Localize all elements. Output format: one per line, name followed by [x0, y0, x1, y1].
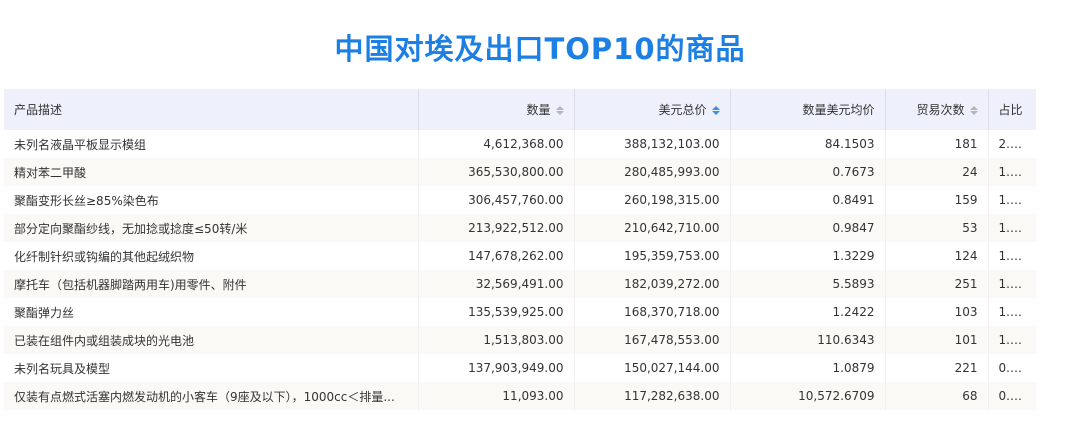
cell-avg-usd-price: 110.6343 [730, 326, 886, 354]
cell-product-description: 聚酯弹力丝 [4, 298, 419, 326]
cell-total-usd: 210,642,710.00 [574, 214, 731, 242]
cell-share: 1.29% [998, 249, 1037, 263]
cell-share: 1.21% [988, 270, 1036, 298]
column-header-product-description: 产品描述 [4, 89, 419, 130]
table-row[interactable]: 未列名液晶平板显示模组 4,612,368.00 388,132,103.00 84.… [4, 130, 1036, 158]
cell-trade-count: 159 [885, 186, 989, 214]
page-title: 中国对埃及出口TOP10的商品 [334, 32, 746, 66]
cell-trade-count: 221 [885, 354, 989, 382]
column-header-share: 占比 [988, 89, 1036, 130]
sort-active-icon[interactable] [711, 105, 720, 116]
cell-product-description: 部分定向聚酯纱线，无加捻或捻度≤50转/米 [4, 214, 419, 242]
cell-share: 1.12% [998, 305, 1037, 319]
table-row[interactable]: 已装在组件内或组装成块的光电池 1,513,803.00 167,478,553.0… [4, 326, 1036, 354]
cell-trade-count: 251 [885, 270, 989, 298]
table-row[interactable]: 部分定向聚酯纱线，无加捻或捻度≤50转/米 213,922,512.00 210,6… [4, 214, 1036, 242]
cell-product-description: 已装在组件内或组装成块的光电池 [4, 326, 419, 354]
column-header-label: 占比 [998, 103, 1023, 117]
table-row[interactable]: 聚酯变形长丝≥85%染色布 306,457,760.00 260,198,315.0… [4, 186, 1036, 214]
cell-product-description: 摩托车（包括机器脚踏两用车)用零件、附件 [4, 270, 419, 298]
cell-trade-count: 24 [885, 158, 989, 186]
cell-avg-usd-price: 84.1503 [730, 130, 886, 158]
cell-trade-count: 68 [885, 382, 989, 410]
cell-trade-count: 101 [885, 326, 989, 354]
sort-icon[interactable] [555, 105, 564, 116]
table-row[interactable]: 未列名玩具及模型 137,903,949.00 150,027,144.00 1.08… [4, 354, 1036, 382]
column-header-trade-count[interactable]: 贸易次数 [885, 89, 989, 130]
column-header-total-usd[interactable]: 美元总价 [574, 89, 731, 130]
column-header-label: 数量美元均价 [802, 103, 875, 117]
top10-products-table: 产品描述 数量 美元总价 数量美元均价 贸易次数 占比 未列名液晶平板显示模组 4,612,… [4, 89, 1036, 410]
cell-share: 2.57% [998, 137, 1037, 151]
cell-product-description: 化纤制针织或钩编的其他起绒织物 [4, 242, 419, 270]
table-row[interactable]: 摩托车（包括机器脚踏两用车)用零件、附件 32,569,491.00 182,039… [4, 270, 1036, 298]
cell-product-description: 仅装有点燃式活塞内燃发动机的小客车（9座及以下），1000cc＜排量... [4, 382, 419, 410]
table-row[interactable]: 仅装有点燃式活塞内燃发动机的小客车（9座及以下），1000cc＜排量... 11,… [4, 382, 1036, 410]
cell-product-description: 未列名液晶平板显示模组 [4, 130, 419, 158]
cell-avg-usd-price: 10,572.6709 [730, 382, 886, 410]
cell-quantity: 11,093.00 [418, 382, 575, 410]
cell-quantity: 306,457,760.00 [418, 186, 575, 214]
cell-total-usd: 168,370,718.00 [574, 298, 731, 326]
column-header-label: 数量 [526, 103, 551, 117]
cell-share: 1.72% [998, 193, 1037, 207]
cell-avg-usd-price: 0.7673 [730, 158, 886, 186]
cell-quantity: 147,678,262.00 [418, 242, 575, 270]
column-header-quantity[interactable]: 数量 [418, 89, 575, 130]
table-row[interactable]: 化纤制针织或钩编的其他起绒织物 147,678,262.00 195,359,753… [4, 242, 1036, 270]
table-row[interactable]: 精对苯二甲酸 365,530,800.00 280,485,993.00 0.7673… [4, 158, 1036, 186]
cell-product-description: 未列名玩具及模型 [4, 354, 419, 382]
cell-quantity: 4,612,368.00 [418, 130, 575, 158]
cell-share: 1.11% [988, 326, 1036, 354]
cell-avg-usd-price: 0.9847 [730, 214, 886, 242]
cell-total-usd: 388,132,103.00 [574, 130, 731, 158]
cell-total-usd: 260,198,315.00 [574, 186, 731, 214]
cell-product-description: 聚酯变形长丝≥85%染色布 [4, 186, 419, 214]
cell-total-usd: 167,478,553.00 [574, 326, 731, 354]
cell-share: 0.78% [988, 382, 1036, 410]
cell-total-usd: 182,039,272.00 [574, 270, 731, 298]
cell-avg-usd-price: 5.5893 [730, 270, 886, 298]
column-header-label: 贸易次数 [916, 103, 965, 117]
cell-product-description: 精对苯二甲酸 [4, 158, 419, 186]
cell-trade-count: 53 [885, 214, 989, 242]
cell-trade-count: 103 [885, 298, 989, 326]
cell-quantity: 137,903,949.00 [418, 354, 575, 382]
cell-total-usd: 117,282,638.00 [574, 382, 731, 410]
cell-share: 1.40% [988, 214, 1036, 242]
column-header-label: 产品描述 [14, 103, 63, 117]
cell-quantity: 213,922,512.00 [418, 214, 575, 242]
cell-quantity: 1,513,803.00 [418, 326, 575, 354]
cell-trade-count: 181 [885, 130, 989, 158]
cell-quantity: 365,530,800.00 [418, 158, 575, 186]
table-row[interactable]: 聚酯弹力丝 135,539,925.00 168,370,718.00 1.2422 1… [4, 298, 1036, 326]
cell-avg-usd-price: 1.2422 [730, 298, 886, 326]
cell-avg-usd-price: 0.8491 [730, 186, 886, 214]
cell-trade-count: 124 [885, 242, 989, 270]
cell-share: 1.86% [988, 158, 1036, 186]
table-header-row: 产品描述 数量 美元总价 数量美元均价 贸易次数 占比 [4, 89, 1036, 130]
column-header-avg-usd-price: 数量美元均价 [730, 89, 886, 130]
cell-total-usd: 150,027,144.00 [574, 354, 731, 382]
cell-quantity: 135,539,925.00 [418, 298, 575, 326]
cell-quantity: 32,569,491.00 [418, 270, 575, 298]
column-header-label: 美元总价 [658, 103, 707, 117]
sort-icon[interactable] [969, 105, 978, 116]
cell-avg-usd-price: 1.0879 [730, 354, 886, 382]
cell-total-usd: 195,359,753.00 [574, 242, 731, 270]
cell-share: 0.99% [998, 361, 1037, 375]
cell-avg-usd-price: 1.3229 [730, 242, 886, 270]
cell-total-usd: 280,485,993.00 [574, 158, 731, 186]
